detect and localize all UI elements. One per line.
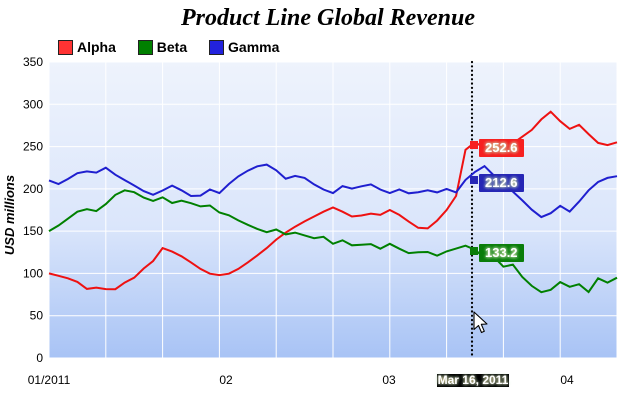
svg-text:200: 200	[23, 182, 43, 196]
svg-text:04: 04	[560, 373, 574, 387]
svg-text:350: 350	[23, 55, 43, 69]
svg-text:01/2011: 01/2011	[28, 373, 71, 387]
svg-text:150: 150	[23, 224, 43, 238]
svg-text:50: 50	[30, 309, 44, 323]
svg-text:250: 250	[23, 140, 43, 154]
svg-text:300: 300	[23, 97, 43, 111]
svg-text:0: 0	[36, 351, 43, 365]
svg-text:100: 100	[23, 266, 43, 280]
svg-text:03: 03	[382, 373, 396, 387]
svg-text:02: 02	[219, 373, 233, 387]
